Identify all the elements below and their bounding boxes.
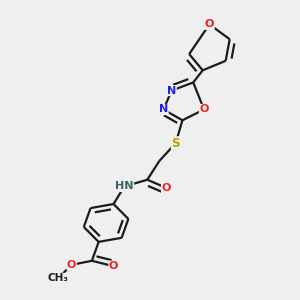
Text: S: S: [171, 137, 180, 150]
Text: O: O: [109, 261, 118, 271]
Text: O: O: [200, 104, 209, 115]
Text: O: O: [161, 183, 171, 193]
Text: O: O: [67, 260, 76, 270]
Text: N: N: [159, 104, 168, 115]
Text: N: N: [167, 85, 176, 96]
Text: CH₃: CH₃: [48, 273, 69, 283]
Text: O: O: [205, 20, 214, 29]
Text: HN: HN: [115, 182, 134, 191]
